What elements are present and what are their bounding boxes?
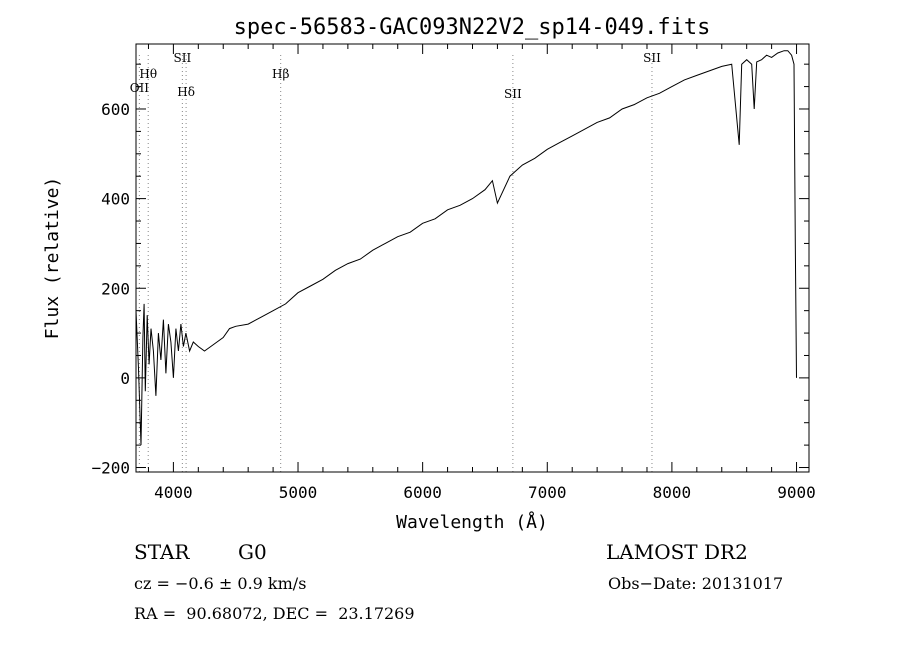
- object-subclass: G0: [238, 540, 267, 564]
- y-axis-label: Flux (relative): [42, 177, 63, 340]
- y-tick-label: −200: [91, 459, 130, 478]
- axis-ticks: 4000 5000 6000 7000 8000 9000 −200 0 200 400 600: [91, 44, 816, 502]
- y-tick-label: 200: [101, 279, 130, 298]
- x-axis-label: Wavelength (Å): [396, 511, 548, 533]
- line-marker-label: OII: [130, 81, 150, 95]
- y-tick-label: 400: [101, 190, 130, 209]
- x-tick-label: 6000: [403, 483, 442, 502]
- spectrum-line: [135, 50, 797, 446]
- x-tick-label: 7000: [528, 483, 567, 502]
- line-marker-label: SII: [504, 87, 522, 101]
- sky-coordinates: RA = 90.68072, DEC = 23.17269: [134, 604, 415, 623]
- x-tick-label: 8000: [653, 483, 692, 502]
- line-marker-label: Hδ: [177, 85, 195, 99]
- line-marker-label: SII: [643, 51, 661, 65]
- line-marker-label: Hθ: [139, 67, 157, 81]
- x-tick-label: 5000: [279, 483, 318, 502]
- y-tick-label: 0: [120, 369, 130, 388]
- x-tick-label: 4000: [154, 483, 193, 502]
- object-class: STAR: [134, 540, 190, 564]
- line-marker-label: SII: [174, 51, 192, 65]
- redshift-line: cz = −0.6 ± 0.9 km/s: [134, 574, 307, 593]
- survey-name: LAMOST DR2: [606, 540, 748, 564]
- line-marker-label: Hβ: [272, 67, 289, 81]
- x-tick-label: 9000: [777, 483, 816, 502]
- chart-title: spec-56583-GAC093N22V2_sp14-049.fits: [234, 15, 711, 40]
- observation-date: Obs−Date: 20131017: [608, 574, 784, 593]
- y-tick-label: 600: [101, 100, 130, 119]
- plot-frame: [135, 43, 810, 473]
- spectrum-series: [135, 50, 797, 446]
